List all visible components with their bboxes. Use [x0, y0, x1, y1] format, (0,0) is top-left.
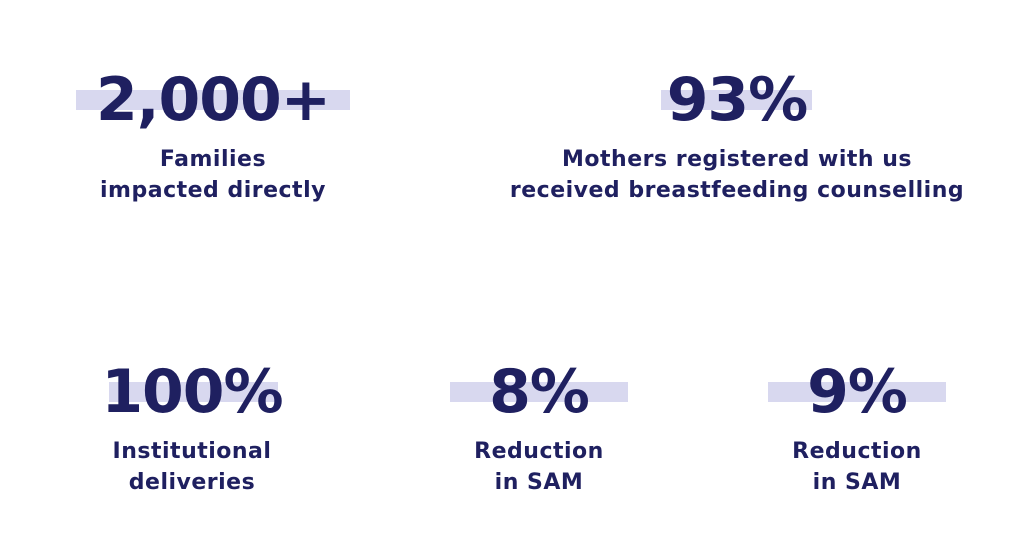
stat-value: 8% — [489, 357, 590, 427]
highlight — [661, 90, 812, 110]
stat-label: Reduction — [474, 439, 604, 464]
stat-label: in SAM — [812, 470, 902, 495]
stat-label: Mothers registered with us — [562, 147, 912, 172]
stat: 8% Reduction in SAM — [409, 362, 669, 498]
stat-value: 100% — [101, 357, 283, 427]
highlight — [450, 382, 628, 402]
stat-label: deliveries — [128, 470, 256, 495]
highlight — [768, 382, 946, 402]
stat: 100% Institutional deliveries — [62, 362, 322, 498]
stat-label: Families — [159, 147, 267, 172]
highlight — [109, 382, 278, 402]
stat-value: 2,000+ — [95, 65, 331, 135]
stat-label: in SAM — [494, 470, 584, 495]
stat-label: received breastfeeding counselling — [509, 178, 965, 203]
stat-value: 9% — [807, 357, 908, 427]
stat-label: Institutional — [112, 439, 272, 464]
highlight — [76, 90, 350, 110]
stat-value: 93% — [666, 65, 809, 135]
stat: 93% Mothers registered with us received … — [497, 70, 977, 206]
stat: 2,000+ Families impacted directly — [63, 70, 363, 206]
stat-label: impacted directly — [100, 178, 326, 203]
stat: 9% Reduction in SAM — [727, 362, 987, 498]
stat-label: Reduction — [792, 439, 922, 464]
